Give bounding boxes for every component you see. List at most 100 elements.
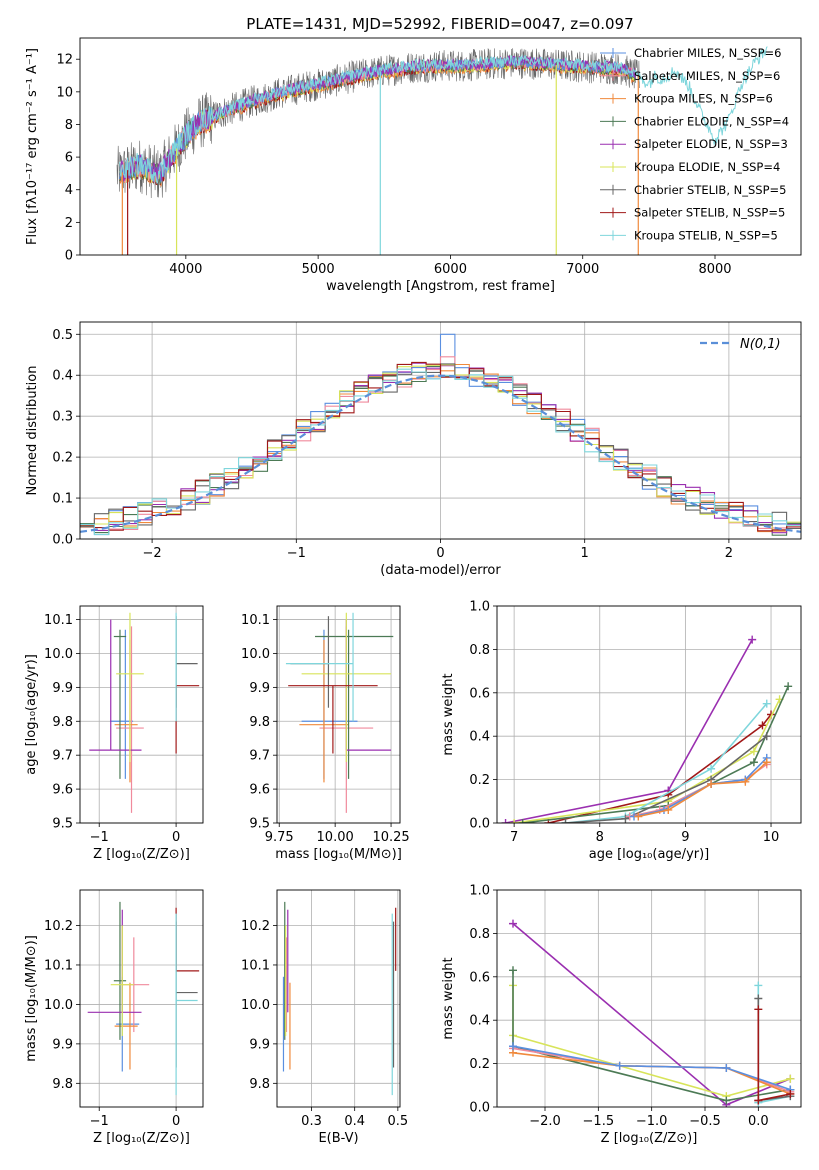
weight-marker [749,758,758,767]
y-tick-label: 9.5 [52,817,73,832]
x-axis-label: Z [log₁₀(Z/Z⊙)] [601,1131,698,1146]
y-tick-label: 0 [65,249,73,264]
histogram-salpeter-stelib [80,361,801,532]
y-tick-label: 9.6 [52,783,73,798]
y-tick-label: 9.6 [249,783,270,798]
y-tick-label: 2 [65,216,73,231]
y-tick-label: 0.2 [469,773,490,788]
y-axis-label: age [log₁₀(age/yr)] [24,654,39,775]
y-tick-label: 10.0 [241,998,270,1013]
x-tick-label: 9.75 [265,830,294,845]
y-tick-label: 10.0 [44,998,73,1013]
x-tick-label: 10.25 [372,830,409,845]
weight-marker [561,819,570,823]
legend-label: Kroupa ELODIE, N_SSP=4 [634,160,780,174]
series-kroupa-stelib [561,699,771,823]
y-tick-label: 0.2 [52,451,73,466]
y-tick-label: 8 [65,118,73,133]
plot-frame [496,605,802,824]
spectrum-legend: Chabrier MILES, N_SSP=6 Salpeter MILES, N… [600,46,789,242]
y-axis-label: mass weight [441,957,456,1039]
x-tick-label: 0 [172,1114,180,1129]
x-tick-label: 0.4 [344,1114,365,1129]
x-axis-label: Z [log₁₀(Z/Z⊙)] [93,847,190,862]
x-tick-label: −2 [143,546,162,561]
point-kroupa-stelib [175,913,198,1096]
weight-marker [762,732,771,741]
x-tick-label: 7 [510,830,518,845]
y-axis-label: mass [log₁₀(M/M⊙)] [24,935,39,1062]
plot-frame [276,889,401,1108]
spectrum-lines [116,46,768,255]
x-tick-label: −1 [90,830,109,845]
panel-mass_vs_EBV: 0.3 0.4 0.5 9.8 9.9 10.0 10.1 10.2 E(B-V) [241,889,408,1146]
x-tick-label: 0 [436,546,444,561]
x-tick-label: 0.3 [301,1114,322,1129]
plot-frame [79,889,204,1108]
weight-marker [509,919,517,928]
x-tick-label: 6000 [434,262,467,277]
point-chabrier-elodie [113,901,127,1040]
y-tick-label: 0.5 [52,328,73,343]
point-kroupa-miles [114,639,138,783]
x-tick-label: −1.5 [583,1114,615,1129]
legend-label: Kroupa STELIB, N_SSP=5 [634,228,778,242]
x-tick-label: 5000 [302,262,335,277]
legend-label: Salpeter ELODIE, N_SSP=3 [634,137,788,151]
y-tick-label: 9.8 [249,1077,270,1092]
y-tick-label: 10.0 [44,647,73,662]
point-kroupa-elodie [301,612,392,762]
weight-marker [749,747,758,756]
errorbars [87,901,200,1096]
y-tick-label: 12 [56,53,73,68]
y-tick-label: 0.8 [469,927,490,942]
y-tick-label: 0.1 [52,492,73,507]
weight-marker [722,1096,731,1105]
weight-line [548,714,772,823]
y-tick-label: 0.6 [469,970,490,985]
x-tick-label: −1 [287,546,306,561]
y-tick-label: 0.2 [469,1057,490,1072]
y-tick-label: 10.1 [44,613,73,628]
weight-marker [634,812,643,821]
point-kroupa-miles [114,982,138,1070]
panel-age_vs_mass: 9.75 10.00 10.25 9.5 9.6 9.7 9.8 9.9 10.0 10.1 mas… [241,605,410,862]
point-kroupa-miles [299,639,349,783]
weight-marker [754,1005,763,1014]
y-tick-label: 0.8 [469,643,490,658]
x-tick-label: −0.5 [689,1114,721,1129]
point-chabrier-miles [109,629,134,779]
weight-lines [501,635,793,823]
x-axis-label: age [log₁₀(age/yr)] [589,847,710,862]
y-tick-label: 0.3 [52,410,73,425]
point-salpeter-elodie [89,619,142,751]
point-salpeter-stelib [175,907,200,972]
weight-marker [621,814,630,823]
legend-label: N(0,1) [740,337,781,352]
y-axis-label: Flux [fλ10⁻¹⁷ erg cm⁻² s⁻¹ A⁻¹] [25,48,40,245]
x-tick-label: 10.00 [317,830,354,845]
weight-line [505,639,753,823]
y-tick-label: 10 [56,85,73,100]
y-tick-label: 1.0 [469,884,490,899]
y-tick-label: 9.9 [249,681,270,696]
y-tick-label: 0.0 [52,533,73,548]
weight-marker [786,1074,795,1083]
point-chabrier-stelib [290,616,330,708]
x-tick-label: −1.0 [636,1114,668,1129]
plot-frame [79,37,802,256]
weight-marker [510,819,519,823]
weight-marker [786,1089,795,1098]
weight-marker [722,1063,731,1072]
plot-frame [79,605,204,824]
series-salpeter-miles [119,55,637,184]
x-axis-label: wavelength [Angstrom, rest frame] [326,279,555,294]
y-tick-label: 0.6 [469,686,490,701]
y-tick-label: 9.7 [249,749,270,764]
weight-marker [762,699,771,708]
series-kroupa-elodie [510,695,784,823]
y-tick-label: 10.2 [44,919,73,934]
y-tick-label: 9.8 [52,715,73,730]
y-tick-label: 0.0 [469,1101,490,1116]
legend-label: Chabrier MILES, N_SSP=6 [634,46,781,60]
